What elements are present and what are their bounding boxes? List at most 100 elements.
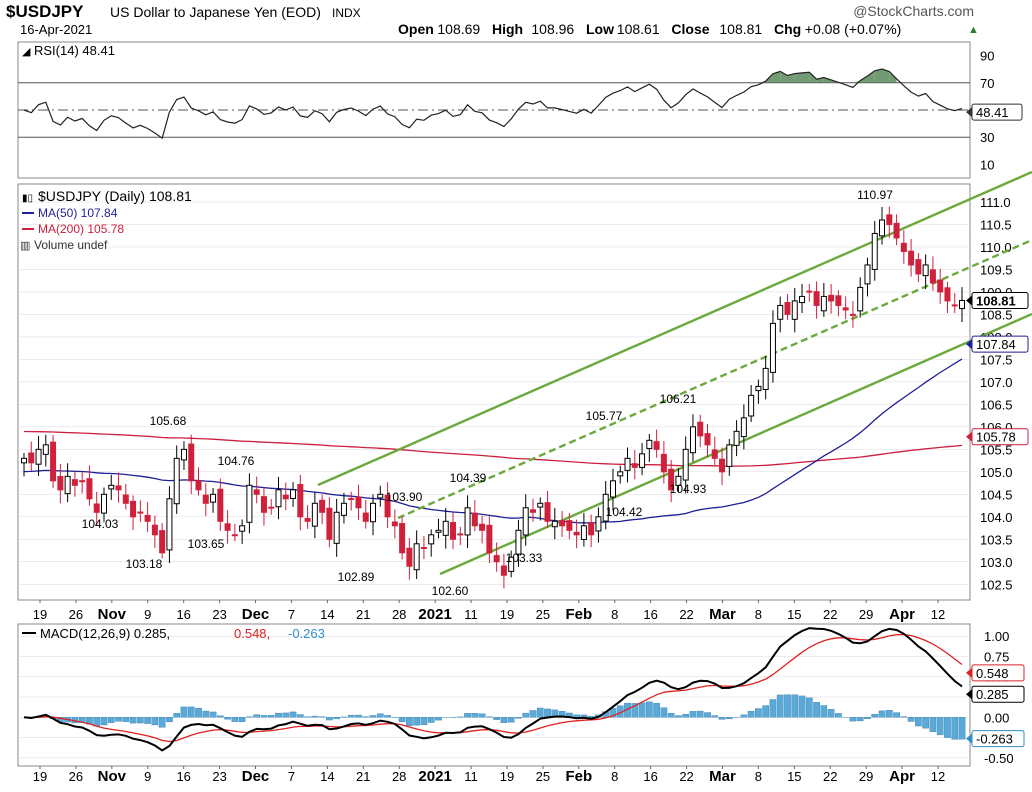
- price-candle: [319, 494, 326, 525]
- price-candle: [188, 434, 195, 494]
- macd-tick-label: -0.50: [984, 751, 1014, 766]
- price-candle: [297, 474, 304, 531]
- price-annotation: 103.65: [188, 537, 225, 551]
- macd-histogram-bar: [413, 717, 420, 726]
- candle-body: [762, 367, 769, 390]
- candle-body: [602, 493, 609, 522]
- x-axis-label: 9: [144, 607, 151, 622]
- candle-body: [115, 485, 122, 491]
- price-candle: [57, 464, 64, 504]
- price-candle: [115, 472, 122, 503]
- price-candle: [144, 502, 151, 532]
- candle-body: [28, 452, 35, 464]
- price-candle: [428, 529, 435, 557]
- price-tick-label: 107.0: [980, 375, 1013, 390]
- price-candle: [755, 379, 762, 404]
- candle-body: [50, 441, 57, 482]
- price-candle: [842, 296, 849, 320]
- candle-body: [108, 484, 115, 490]
- candle-body: [166, 498, 173, 551]
- candle-body: [180, 448, 187, 461]
- candle-body: [726, 444, 733, 467]
- price-frame: [17, 183, 971, 601]
- trend-channel-line: [317, 170, 1032, 487]
- x-axis-label: 16: [176, 769, 190, 784]
- x-axis-label: 12: [931, 769, 945, 784]
- macd-histogram-bar: [762, 705, 770, 718]
- macd-histogram-bar: [725, 717, 733, 720]
- price-candle: [450, 512, 457, 550]
- price-legend-item: $USDJPY (Daily) 108.81: [38, 188, 192, 204]
- candle-body: [551, 520, 558, 528]
- price-annotation: 105.77: [586, 409, 623, 423]
- candle-body: [929, 269, 936, 284]
- price-candle: [879, 206, 886, 245]
- quote-item: Open 108.69: [398, 21, 480, 37]
- macd-histogram-bar: [311, 715, 319, 718]
- candle-body: [624, 457, 631, 471]
- price-tick-label: 103.0: [980, 555, 1013, 570]
- price-annotation: 104.03: [82, 517, 119, 531]
- price-candle: [130, 495, 137, 531]
- macd-histogram-bar: [435, 717, 442, 721]
- price-candle: [733, 420, 740, 457]
- macd-legend: MACD(12,26,9) 0.285, 0.548, -0.263: [22, 626, 325, 641]
- macd-histogram-bar: [507, 717, 515, 723]
- macd-histogram-bar: [645, 701, 653, 718]
- x-axis-label: 2021: [418, 606, 451, 623]
- x-axis-label: 21: [356, 607, 370, 622]
- price-candle: [210, 488, 217, 513]
- candle-body: [442, 520, 449, 536]
- rsi-overbought-fill: [794, 72, 803, 83]
- price-candle: [173, 445, 180, 514]
- price-candle: [180, 441, 187, 470]
- candle-body: [508, 556, 515, 572]
- x-axis-label: 8: [755, 607, 762, 622]
- macd-last-value: 0.285: [976, 687, 1009, 702]
- candle-body: [420, 546, 427, 549]
- price-candle: [362, 499, 369, 529]
- candle-body: [675, 475, 682, 486]
- x-axis-label: 14: [320, 769, 334, 784]
- price-candle: [151, 515, 158, 548]
- candle-body: [893, 222, 900, 239]
- volume-legend-icon: ▥: [20, 240, 30, 252]
- macd-histogram-bar: [267, 715, 275, 718]
- candle-body: [813, 291, 820, 306]
- rsi-overbought-fill: [823, 77, 832, 83]
- candle-body: [391, 521, 398, 527]
- candle-legend-icon: ▮▯: [22, 193, 33, 204]
- macd-histogram-bar: [515, 717, 522, 719]
- macd-histogram-bar: [122, 717, 130, 722]
- quote-value: +0.08 (+0.07%): [805, 21, 902, 37]
- candle-body: [806, 290, 813, 293]
- macd-histogram-bar: [158, 717, 166, 728]
- candle-body: [297, 484, 304, 518]
- candle-body: [595, 516, 602, 532]
- candle-body: [871, 232, 878, 270]
- candle-body: [384, 494, 391, 518]
- price-candle: [435, 518, 442, 539]
- price-tick-label: 105.0: [980, 465, 1013, 480]
- price-annotation: 106.21: [660, 392, 697, 406]
- macd-histogram-bar: [827, 709, 835, 718]
- price-tick-label: 102.5: [980, 577, 1013, 592]
- macd-histogram-bar: [682, 714, 690, 718]
- price-candle: [944, 281, 951, 313]
- x-axis-label: 25: [536, 769, 550, 784]
- price-annotation: 104.76: [218, 454, 255, 468]
- price-candle: [100, 487, 107, 523]
- macd-histogram-bar: [420, 717, 428, 726]
- macd-last-pointer: [966, 689, 972, 700]
- price-candle: [922, 254, 929, 290]
- price-candle: [413, 530, 420, 579]
- candle-body: [566, 520, 573, 531]
- x-axis-label: Feb: [565, 606, 592, 623]
- macd-histogram-bar: [653, 703, 660, 718]
- macd-histogram-bar: [835, 713, 842, 718]
- macd-hist-last-pointer: [966, 733, 972, 744]
- macd-histogram-bar: [718, 717, 726, 720]
- price-candle: [137, 500, 144, 522]
- candle-body: [159, 530, 166, 554]
- macd-histogram-bar: [958, 717, 966, 740]
